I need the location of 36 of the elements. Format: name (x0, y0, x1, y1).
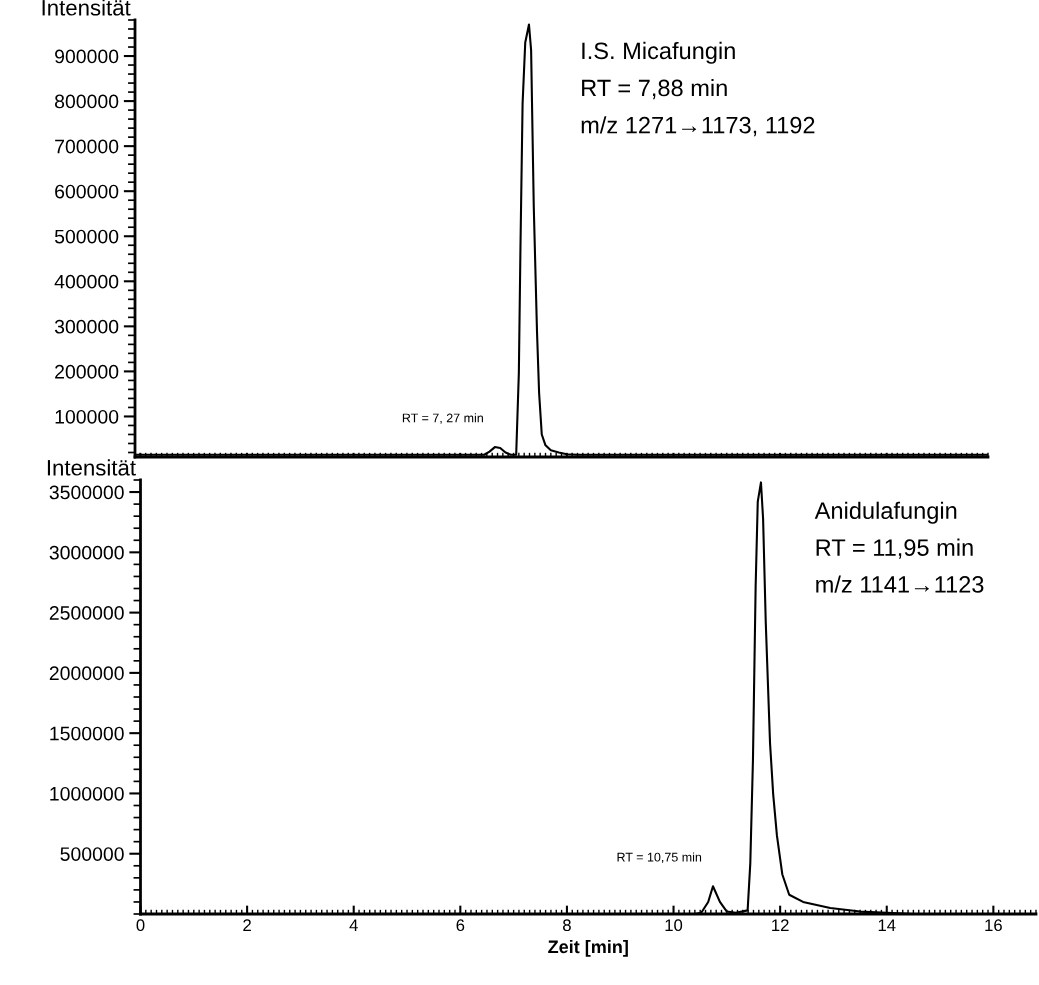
annotation: RT = 7,88 min (582, 79, 727, 100)
y-tick-label: 800000 (54, 94, 119, 109)
x-tick-label: 12 (772, 919, 789, 931)
y-tick-label: 3000000 (49, 545, 124, 560)
y-tick-label: 500000 (60, 847, 124, 861)
y-tick-label: 600000 (55, 184, 119, 199)
x-tick-label: 16 (985, 919, 1002, 932)
annotation: Anidulafungin (814, 501, 957, 524)
y-tick-label: 900000 (55, 49, 119, 64)
y-tick-label: 500000 (54, 229, 119, 244)
x-tick-label: 2 (243, 919, 251, 931)
annotation: m/z 1141→1123 (816, 575, 984, 593)
y-tick-label: 200000 (55, 364, 119, 379)
annotation: RT = 11,95 min (816, 538, 973, 559)
x-tick-label: 8 (563, 919, 571, 932)
x-tick-label: 14 (878, 919, 896, 931)
annotation: I.S. Micafungin (582, 41, 735, 64)
annotation: RT = 7, 27 min (402, 413, 483, 424)
x-tick-label: 10 (665, 919, 683, 932)
y-axis-title: Intensität (42, 0, 131, 16)
y-tick-label: 100000 (55, 409, 119, 424)
y-tick-label: 1000000 (50, 786, 124, 801)
y-tick-label: 3500000 (49, 485, 124, 500)
y-tick-label: 400000 (54, 274, 119, 289)
x-tick-label: 6 (456, 919, 465, 932)
x-axis-title: Zeit [min] (548, 939, 628, 957)
x-tick-label: 4 (349, 919, 358, 931)
x-tick-label: 0 (136, 919, 145, 932)
annotation: RT = 10,75 min (617, 852, 702, 864)
y-tick-label: 700000 (55, 139, 119, 154)
y-axis-title: Intensität (47, 459, 136, 476)
y-tick-label: 2000000 (49, 666, 124, 681)
y-tick-label: 2500000 (49, 606, 124, 620)
y-tick-label: 300000 (54, 319, 119, 334)
annotation: m/z 1271→1173, 1192 (581, 116, 815, 137)
y-tick-label: 1500000 (50, 726, 124, 741)
